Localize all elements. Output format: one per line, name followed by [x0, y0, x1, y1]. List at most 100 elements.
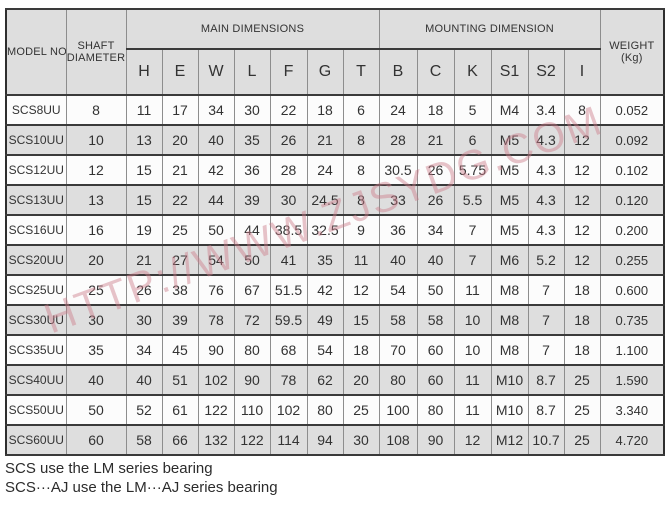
- table-cell: 10: [65, 125, 127, 155]
- table-cell: 40: [197, 125, 235, 155]
- table-cell: 72: [233, 305, 271, 335]
- table-cell: 54: [306, 335, 344, 365]
- table-cell: 7: [527, 305, 565, 335]
- table-cell: 13: [65, 185, 127, 215]
- table-cell: 25: [65, 275, 127, 305]
- table-cell: 40: [416, 245, 455, 275]
- model-cell: SCS13UU: [5, 185, 67, 215]
- col-header-S1: S1: [490, 49, 529, 95]
- model-cell: SCS40UU: [5, 365, 67, 395]
- table-cell: 28: [269, 155, 308, 185]
- table-cell: 110: [233, 395, 271, 425]
- table-cell: 5.75: [453, 155, 492, 185]
- table-cell: 58: [416, 305, 455, 335]
- table-cell: 11: [453, 275, 492, 305]
- table-cell: 15: [342, 305, 380, 335]
- table-cell: 25: [563, 365, 601, 395]
- table-cell: 18: [563, 275, 601, 305]
- col-header-S2: S2: [527, 49, 565, 95]
- model-cell: SCS8UU: [5, 95, 67, 125]
- table-cell: 49: [306, 305, 344, 335]
- weight-label-line1: WEIGHT: [609, 40, 655, 52]
- table-body: SCS8UU 8 11 17 34 30 22 18 6 24 18 5 M4 3.4 8 0.052 SCS1…: [5, 95, 665, 455]
- col-header-B: B: [378, 49, 418, 95]
- table-cell: 18: [563, 305, 601, 335]
- table-cell: 27: [161, 245, 199, 275]
- table-cell: 20: [161, 125, 199, 155]
- table-cell: 26: [125, 275, 163, 305]
- table-cell: 22: [161, 185, 199, 215]
- table-cell: M5: [490, 155, 529, 185]
- model-cell: SCS30UU: [5, 305, 67, 335]
- weight-cell: 0.102: [599, 155, 665, 185]
- table-cell: 59.5: [269, 305, 308, 335]
- table-row: SCS10UU 10 13 20 40 35 26 21 8 28 21 6 M5 4.3 12 0.092: [5, 125, 665, 155]
- table-cell: 30: [125, 305, 163, 335]
- table-cell: 3.4: [527, 95, 565, 125]
- table-cell: 15: [125, 185, 163, 215]
- weight-cell: 4.720: [599, 425, 665, 455]
- table-cell: 60: [65, 425, 127, 455]
- weight-cell: 0.052: [599, 95, 665, 125]
- col-header-model: MODEL NO.: [5, 9, 67, 95]
- table-cell: 30.5: [378, 155, 418, 185]
- table-cell: 38: [161, 275, 199, 305]
- table-cell: 122: [197, 395, 235, 425]
- table-cell: 8: [65, 95, 127, 125]
- table-cell: 42: [306, 275, 344, 305]
- table-cell: 52: [125, 395, 163, 425]
- table-cell: 25: [342, 395, 380, 425]
- table-cell: 13: [125, 125, 163, 155]
- table-cell: 21: [416, 125, 455, 155]
- table-row: SCS30UU 30 30 39 78 72 59.5 49 15 58 58 10 M8 7 18 0.73…: [5, 305, 665, 335]
- table-cell: 30: [233, 95, 271, 125]
- table-cell: M5: [490, 185, 529, 215]
- table-cell: 17: [161, 95, 199, 125]
- table-cell: 41: [269, 245, 308, 275]
- table-cell: 78: [269, 365, 308, 395]
- shaft-label-line1: SHAFT: [77, 40, 115, 52]
- table-cell: 4.3: [527, 155, 565, 185]
- table-cell: 44: [197, 185, 235, 215]
- table-cell: 22: [269, 95, 308, 125]
- table-cell: 100: [378, 395, 418, 425]
- table-cell: 61: [161, 395, 199, 425]
- table-cell: M8: [490, 335, 529, 365]
- table-cell: 26: [269, 125, 308, 155]
- weight-cell: 3.340: [599, 395, 665, 425]
- table-cell: 21: [161, 155, 199, 185]
- table-cell: 5.5: [453, 185, 492, 215]
- col-header-K: K: [453, 49, 492, 95]
- weight-cell: 1.100: [599, 335, 665, 365]
- table-cell: 132: [197, 425, 235, 455]
- table-cell: M10: [490, 365, 529, 395]
- table-cell: 35: [65, 335, 127, 365]
- header-letter-row: H E W L F G T B C K S1 S2 I: [6, 49, 665, 95]
- model-cell: SCS10UU: [5, 125, 67, 155]
- table-cell: 38.5: [269, 215, 308, 245]
- table-cell: 54: [197, 245, 235, 275]
- table-cell: 33: [378, 185, 418, 215]
- table-cell: 18: [563, 335, 601, 365]
- table-cell: M4: [490, 95, 529, 125]
- table-cell: 12: [563, 155, 601, 185]
- table-row: SCS20UU 20 21 27 54 50 41 35 11 40 40 7 M6 5.2 12 0.255: [5, 245, 665, 275]
- table-row: SCS40UU 40 40 51 102 90 78 62 20 80 60 11 M10 8.7 25 1.…: [5, 365, 665, 395]
- table-cell: 102: [269, 395, 308, 425]
- header-group-row: MODEL NO. SHAFT DIAMETER MAIN DIMENSIONS…: [5, 9, 665, 95]
- table-cell: 51: [161, 365, 199, 395]
- table-row: SCS12UU 12 15 21 42 36 28 24 8 30.5 26 5.75 M5 4.3 12 0…: [5, 155, 665, 185]
- table-cell: 30: [269, 185, 308, 215]
- table-cell: 40: [65, 365, 127, 395]
- table-cell: 90: [416, 425, 455, 455]
- table-cell: 5: [453, 95, 492, 125]
- table-cell: 122: [233, 425, 271, 455]
- table-cell: M6: [490, 245, 529, 275]
- table-cell: 80: [378, 365, 418, 395]
- table-cell: 34: [125, 335, 163, 365]
- model-cell: SCS25UU: [5, 275, 67, 305]
- table-cell: 60: [416, 335, 455, 365]
- footer-note-line2: SCS···AJ use the LM···AJ series bearing: [5, 479, 278, 496]
- table-cell: 7: [453, 215, 492, 245]
- model-cell: SCS60UU: [5, 425, 67, 455]
